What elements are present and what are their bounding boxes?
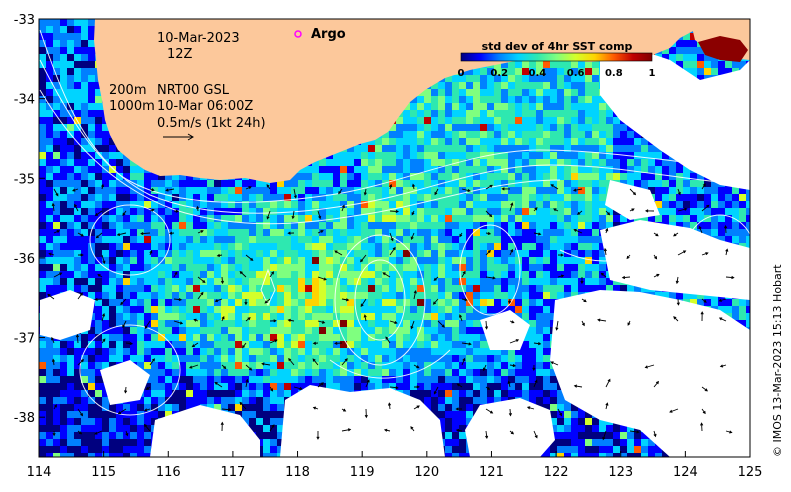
y-tick-label: -37	[14, 332, 35, 347]
argo-label: Argo	[311, 27, 346, 42]
x-tick-label: 121	[479, 465, 504, 480]
date-label: 10-Mar-2023	[157, 31, 240, 46]
colorbar-tick-label: 0.6	[567, 68, 585, 79]
argo-marker-icon	[294, 30, 302, 38]
depth-200-label: 200m	[109, 83, 146, 98]
vector-scale-label: 0.5m/s (1kt 24h)	[157, 116, 266, 131]
y-tick-label: -35	[14, 172, 35, 187]
x-tick-label: 118	[285, 465, 310, 480]
x-tick-label: 120	[414, 465, 439, 480]
colorbar-tick-label: 0.8	[605, 68, 623, 79]
x-tick-label: 117	[220, 465, 245, 480]
colorbar-tick-label: 1	[649, 68, 656, 79]
colorbar-tick-label: 0	[458, 68, 465, 79]
y-tick-label: -38	[14, 411, 35, 426]
y-tick-label: -33	[14, 13, 35, 28]
x-axis: 114 115 116 117 118 119 120 121 122 123 124 125	[27, 451, 763, 480]
vector-scale-arrow	[163, 133, 194, 141]
product-label: NRT00 GSL	[157, 83, 230, 98]
x-tick-label: 123	[608, 465, 633, 480]
x-tick-label: 119	[350, 465, 375, 480]
colorbar: std dev of 4hr SST comp 0 0.2 0.4 0.6 0.8 1	[458, 40, 656, 79]
depth-1000-label: 1000m	[109, 99, 155, 114]
x-tick-label: 115	[91, 465, 116, 480]
colorbar-tick-label: 0.4	[529, 68, 547, 79]
credit-text: © IMOS 13-Mar-2023 15:13 Hobart	[771, 264, 784, 457]
x-tick-label: 114	[27, 465, 52, 480]
colorbar-gradient	[460, 52, 653, 62]
y-axis: -33 -34 -35 -36 -37 -38	[14, 13, 45, 426]
product-time-label: 10-Mar 06:00Z	[157, 99, 253, 114]
x-tick-label: 122	[544, 465, 569, 480]
x-tick-label: 116	[156, 465, 181, 480]
ssh-contours	[39, 29, 750, 416]
x-tick-label: 125	[738, 465, 763, 480]
time-label: 12Z	[167, 47, 193, 62]
y-tick-label: -34	[14, 93, 35, 108]
colorbar-title: std dev of 4hr SST comp	[482, 40, 633, 53]
plot-frame	[38, 18, 751, 458]
current-vectors	[47, 183, 735, 441]
australia-landmass	[94, 19, 700, 183]
colorbar-ticks: 0 0.2 0.4 0.6 0.8 1	[458, 68, 656, 79]
x-tick-label: 124	[673, 465, 698, 480]
y-tick-label: -36	[14, 252, 35, 267]
no-data-gaps	[40, 50, 750, 457]
colorbar-tick-label: 0.2	[490, 68, 508, 79]
land-northeast-anomaly	[698, 36, 748, 62]
